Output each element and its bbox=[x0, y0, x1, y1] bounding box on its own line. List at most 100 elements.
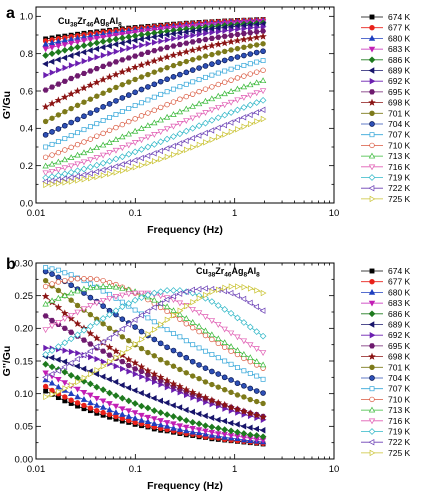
data-point bbox=[131, 37, 138, 44]
data-point bbox=[55, 320, 62, 326]
data-point bbox=[221, 326, 228, 333]
data-point bbox=[131, 157, 138, 164]
data-point bbox=[260, 48, 266, 55]
legend-marker bbox=[368, 343, 376, 349]
data-point bbox=[42, 374, 48, 381]
data-point bbox=[240, 295, 247, 303]
data-point bbox=[189, 67, 196, 73]
data-point bbox=[240, 407, 248, 415]
data-point bbox=[41, 292, 50, 300]
data-point bbox=[152, 326, 158, 333]
data-point bbox=[254, 59, 260, 65]
data-point bbox=[240, 338, 248, 345]
data-point bbox=[202, 412, 208, 420]
data-point bbox=[215, 28, 222, 35]
legend-label: 722 K bbox=[388, 437, 411, 447]
legend-marker bbox=[368, 310, 376, 318]
data-point bbox=[67, 45, 75, 52]
data-point bbox=[132, 116, 138, 122]
data-point bbox=[61, 170, 69, 178]
data-point bbox=[62, 109, 68, 115]
legend-marker bbox=[369, 78, 376, 85]
legend-label: 710 K bbox=[388, 394, 411, 404]
data-point bbox=[163, 296, 170, 303]
data-point bbox=[177, 366, 183, 373]
data-point bbox=[164, 76, 170, 83]
data-point bbox=[112, 147, 120, 154]
data-point bbox=[163, 376, 171, 384]
data-point bbox=[170, 421, 177, 428]
data-point bbox=[227, 289, 234, 297]
data-point bbox=[119, 145, 126, 152]
legend-marker bbox=[368, 174, 376, 181]
data-point bbox=[144, 143, 152, 151]
data-point bbox=[145, 40, 152, 47]
data-point bbox=[202, 327, 209, 334]
data-point bbox=[118, 325, 125, 333]
data-point bbox=[190, 32, 197, 39]
data-point bbox=[49, 115, 55, 121]
data-point bbox=[42, 313, 49, 319]
data-point bbox=[196, 345, 202, 351]
data-point bbox=[195, 410, 202, 418]
data-point bbox=[61, 316, 69, 322]
data-point bbox=[163, 399, 170, 407]
data-point bbox=[260, 58, 266, 64]
data-point bbox=[119, 109, 125, 114]
data-point bbox=[202, 97, 209, 104]
data-point bbox=[119, 57, 126, 63]
data-point bbox=[253, 432, 261, 439]
data-point bbox=[49, 317, 56, 324]
data-point bbox=[170, 30, 176, 37]
data-point bbox=[74, 363, 80, 370]
data-point bbox=[112, 155, 120, 163]
data-point bbox=[48, 379, 56, 386]
data-point bbox=[227, 330, 235, 337]
data-point bbox=[241, 394, 247, 400]
plot-frame bbox=[35, 6, 335, 204]
data-point bbox=[253, 109, 259, 116]
legend-marker bbox=[368, 67, 375, 74]
data-point bbox=[87, 380, 94, 388]
data-point bbox=[163, 303, 171, 310]
data-point bbox=[221, 90, 228, 97]
legend-item: 683 K bbox=[361, 298, 411, 308]
data-point bbox=[183, 424, 190, 431]
data-point bbox=[80, 149, 88, 156]
data-point bbox=[87, 275, 94, 282]
data-point bbox=[100, 52, 107, 59]
legend-marker bbox=[369, 142, 375, 149]
data-point bbox=[131, 410, 139, 417]
data-point bbox=[177, 96, 183, 102]
data-point bbox=[208, 414, 215, 422]
data-point bbox=[209, 352, 215, 357]
series-695k bbox=[42, 28, 267, 93]
data-point bbox=[87, 136, 94, 142]
data-point bbox=[228, 66, 234, 72]
data-point bbox=[106, 389, 113, 397]
legend-item: 704 K bbox=[361, 373, 411, 383]
data-point bbox=[49, 84, 56, 90]
data-point bbox=[208, 95, 216, 102]
legend-marker bbox=[368, 288, 376, 295]
data-point bbox=[113, 363, 120, 370]
data-point bbox=[68, 144, 74, 151]
data-point bbox=[259, 96, 267, 104]
data-point bbox=[182, 385, 191, 393]
composition-element: Ag bbox=[231, 266, 243, 276]
data-point bbox=[55, 279, 62, 285]
series-701k bbox=[42, 41, 266, 125]
data-point bbox=[61, 46, 69, 54]
data-point bbox=[214, 40, 223, 48]
data-point bbox=[42, 118, 49, 125]
data-point bbox=[87, 37, 94, 43]
data-point bbox=[247, 71, 253, 77]
data-point bbox=[164, 153, 171, 161]
data-point bbox=[240, 83, 248, 90]
y-tick-label: 0.6 bbox=[20, 86, 33, 97]
data-point bbox=[100, 63, 107, 69]
data-point bbox=[43, 388, 49, 394]
data-point bbox=[163, 411, 171, 418]
data-point bbox=[112, 378, 119, 386]
data-point bbox=[55, 274, 62, 281]
